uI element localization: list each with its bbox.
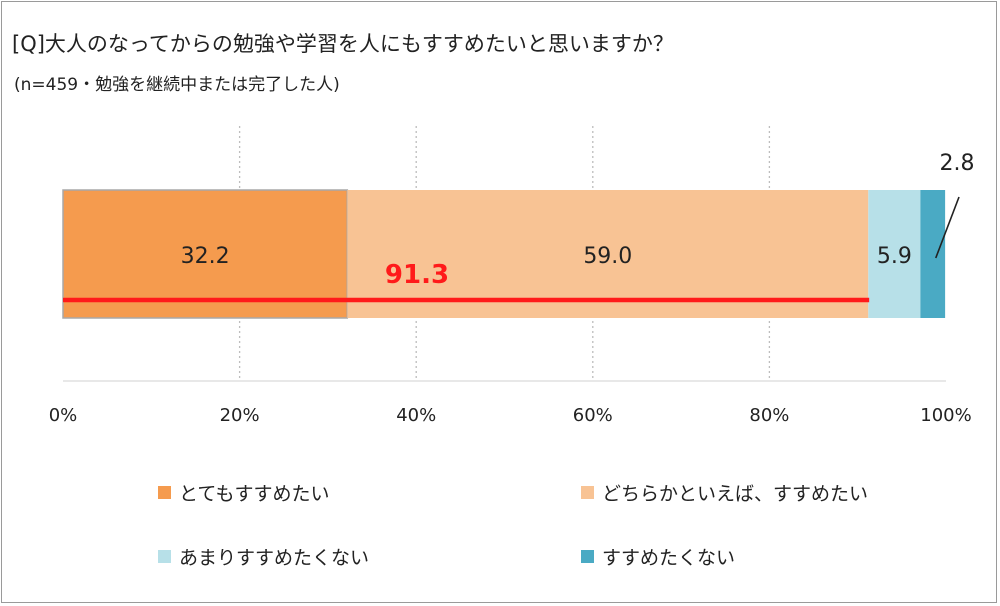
legend-item-2: あまりすすめたくない [158, 543, 369, 570]
legend-label-0: とてもすすめたい [179, 483, 330, 505]
legend-swatch-1 [581, 486, 594, 499]
leader-line [935, 196, 960, 259]
bar-segment-3 [920, 190, 946, 318]
annotation-label: 91.3 [385, 260, 449, 290]
data-label-2: 5.9 [877, 244, 912, 269]
x-tick-label: 20% [220, 405, 260, 426]
legend-swatch-2 [158, 550, 171, 563]
data-label-3: 2.8 [940, 151, 975, 176]
data-label-1: 59.0 [583, 244, 632, 269]
legend-label-1: どちらかといえば、すすめたい [602, 483, 869, 505]
legend-swatch-0 [158, 486, 171, 499]
legend-label-2: あまりすすめたくない [179, 547, 370, 569]
chart-subtitle: (n=459・勉強を継続中または完了した人) [14, 75, 340, 95]
chart-title: [Q]大人のなってからの勉強や学習を人にもすすめたいと思いますか？ [12, 32, 674, 56]
x-tick-label: 60% [573, 405, 613, 426]
bar-segment-1 [347, 190, 869, 318]
x-tick-label: 40% [396, 405, 436, 426]
legend-item-0: とてもすすめたい [158, 479, 329, 506]
bar-segment-0 [62, 189, 349, 319]
legend-swatch-3 [581, 550, 594, 563]
data-label-0: 32.2 [181, 244, 230, 269]
x-tick-label: 80% [749, 405, 789, 426]
x-tick-label: 0% [49, 405, 78, 426]
legend-item-3: すすめたくない [581, 543, 735, 570]
legend-item-1: どちらかといえば、すすめたい [581, 479, 868, 506]
bar-segment-2 [868, 190, 921, 318]
x-tick-label: 100% [920, 405, 971, 426]
legend-label-3: すすめたくない [602, 547, 736, 569]
